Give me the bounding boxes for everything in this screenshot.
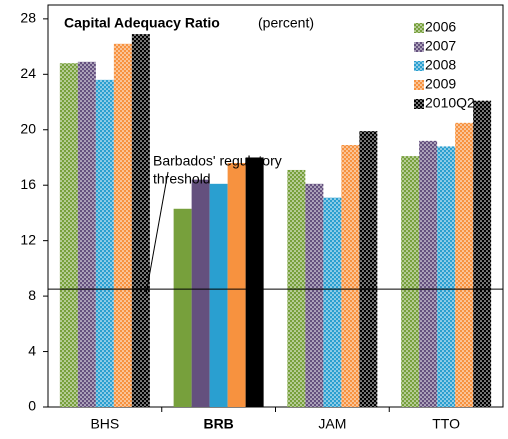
bar: [401, 156, 420, 407]
x-tick-label: JAM: [318, 416, 346, 432]
bar: [287, 169, 306, 407]
bar: [77, 61, 96, 408]
bar: [95, 79, 114, 408]
x-tick-label: BRB: [203, 416, 233, 432]
bar: [113, 43, 132, 408]
annotation-leader: [145, 171, 169, 295]
annotation: Barbados' regulatory: [153, 153, 282, 169]
legend-label: 2008: [425, 57, 456, 73]
annotation: threshold: [153, 171, 211, 187]
bar: [191, 179, 210, 407]
legend-label: 2006: [425, 19, 456, 35]
legend-swatch: [414, 23, 424, 33]
bar: [323, 197, 342, 407]
chart-subtitle: (percent): [258, 15, 314, 31]
bar: [59, 63, 78, 407]
bar: [437, 146, 456, 407]
y-tick-label: 4: [28, 342, 36, 358]
bar: [419, 140, 438, 408]
chart-title: Capital Adequacy Ratio: [64, 15, 220, 31]
bar: [455, 122, 474, 408]
bar: [227, 163, 246, 407]
legend-swatch: [414, 61, 424, 71]
y-tick-label: 8: [28, 287, 36, 303]
bar: [359, 131, 378, 407]
y-tick-label: 28: [20, 10, 36, 26]
bar: [245, 157, 264, 407]
y-tick-label: 16: [20, 176, 36, 192]
y-tick-label: 12: [20, 231, 36, 247]
bar: [131, 34, 150, 407]
legend-swatch: [414, 42, 424, 52]
bar: [305, 183, 324, 407]
y-tick-label: 24: [20, 65, 36, 81]
x-tick-label: TTO: [432, 416, 460, 432]
bar: [209, 183, 228, 407]
legend-label: 2010Q2: [425, 95, 475, 111]
bar: [173, 208, 192, 407]
legend-label: 2009: [425, 76, 456, 92]
y-tick-label: 20: [20, 120, 36, 136]
bar: [341, 145, 360, 407]
legend-swatch: [414, 99, 424, 109]
legend-swatch: [414, 80, 424, 90]
x-tick-label: BHS: [90, 416, 119, 432]
bar: [473, 100, 492, 407]
y-tick-label: 0: [28, 398, 36, 414]
legend-label: 2007: [425, 38, 456, 54]
